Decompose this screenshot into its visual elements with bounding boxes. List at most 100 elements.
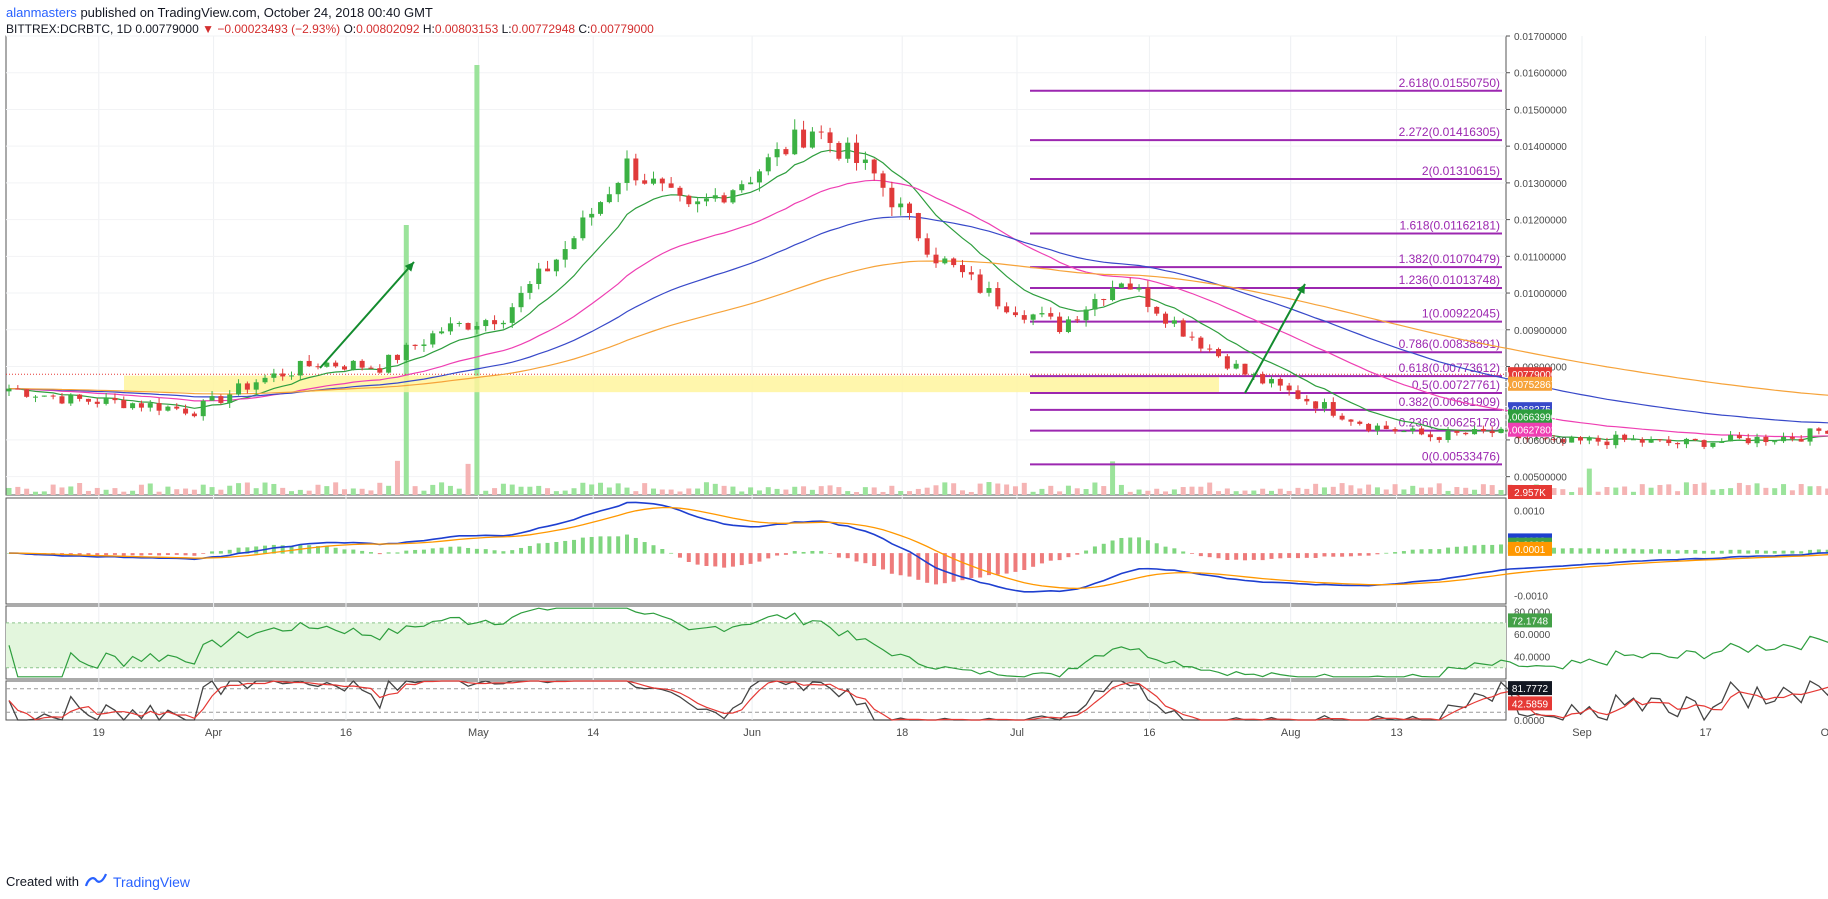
macd-histogram-bar: [1234, 553, 1239, 560]
candle-down: [1207, 348, 1213, 350]
macd-histogram-bar: [828, 553, 833, 554]
volume-bar: [553, 491, 559, 495]
volume-bar: [386, 485, 392, 495]
macd-histogram-bar: [1348, 553, 1353, 557]
candle-down: [1180, 320, 1186, 337]
volume-bar: [1366, 484, 1372, 495]
candle-up: [1030, 314, 1036, 320]
volume-bar: [183, 488, 189, 495]
candle-down: [85, 398, 91, 402]
macd-histogram-bar: [1357, 553, 1362, 556]
volume-bar: [898, 491, 904, 495]
volume-bar: [756, 490, 762, 495]
candle-up: [695, 201, 701, 205]
volume-bar: [1383, 489, 1389, 495]
x-tick-label: Jul: [1010, 727, 1024, 739]
macd-histogram-bar: [677, 553, 682, 558]
candle-up: [1710, 442, 1716, 447]
macd-histogram-bar: [1719, 550, 1724, 554]
fib-level-label: 0.786(0.00838891): [1399, 337, 1500, 351]
candle-down: [818, 131, 824, 133]
volume-bar: [236, 483, 242, 495]
candle-down: [880, 173, 886, 188]
macd-histogram-bar: [466, 547, 471, 554]
macd-histogram-bar: [1013, 553, 1018, 572]
candle-up: [509, 307, 515, 323]
volume-bar: [1242, 490, 1248, 495]
volume-bar: [571, 488, 577, 495]
price-tag: 0.00779000: [1504, 370, 1557, 381]
candle-down: [15, 388, 21, 390]
candle-down: [1012, 312, 1018, 316]
macd-histogram-bar: [121, 553, 126, 556]
candle-up: [130, 403, 136, 409]
candle-down: [1675, 443, 1681, 445]
volume-bar: [862, 487, 868, 495]
volume-bar: [85, 490, 91, 495]
volume-bar: [1639, 484, 1645, 495]
volume-bar: [24, 488, 30, 495]
macd-histogram-bar: [1128, 537, 1133, 554]
candle-down: [1074, 319, 1080, 321]
trend-arrow: [1244, 283, 1306, 394]
volume-bar: [68, 486, 74, 495]
candle-up: [624, 158, 630, 183]
macd-histogram-bar: [1251, 553, 1256, 560]
y-tick-label: 0.01700000: [1514, 32, 1567, 43]
x-tick-label: Apr: [205, 727, 222, 739]
stoch-y-tick-label: 0.0000: [1514, 716, 1545, 727]
macd-histogram-bar: [686, 553, 691, 562]
volume-bar: [624, 487, 630, 495]
macd-histogram-bar: [907, 553, 912, 577]
macd-histogram-bar: [819, 551, 824, 554]
price-tag: 0.00663990: [1504, 412, 1557, 423]
candle-down: [1595, 437, 1601, 442]
macd-histogram-bar: [1048, 553, 1053, 561]
candle-down: [465, 323, 471, 330]
macd-histogram-bar: [501, 551, 506, 554]
volume-bar: [712, 483, 718, 495]
macd-histogram-bar: [1419, 549, 1424, 554]
candle-down: [50, 395, 56, 397]
volume-bar: [854, 491, 860, 495]
candle-up: [1083, 309, 1089, 321]
volume-bar: [1701, 482, 1707, 495]
volume-bar: [703, 482, 709, 495]
macd-histogram-bar: [1304, 553, 1309, 558]
macd-histogram-bar: [1746, 550, 1751, 554]
candle-up: [1251, 374, 1257, 376]
candle-up: [227, 394, 233, 403]
volume-bar: [598, 482, 604, 495]
candle-up: [41, 395, 47, 397]
macd-histogram-bar: [1428, 549, 1433, 554]
candle-down: [156, 403, 162, 411]
macd-histogram-bar: [986, 553, 991, 576]
macd-histogram-bar: [201, 553, 206, 554]
candle-down: [1622, 434, 1628, 440]
volume-bar: [492, 488, 498, 495]
author-name[interactable]: alanmasters: [6, 5, 77, 20]
macd-histogram-bar: [421, 549, 426, 554]
volume-bar: [1277, 488, 1283, 495]
macd-histogram-bar: [1410, 549, 1415, 554]
candle-down: [1357, 421, 1363, 424]
stoch-tag: 81.7772: [1512, 684, 1549, 695]
open-value: 0.00802092: [356, 22, 420, 36]
volume-bar: [1295, 487, 1301, 495]
volume-bar: [589, 484, 595, 495]
y-tick-label: 0.00600000: [1514, 436, 1567, 447]
volume-bar: [1392, 484, 1398, 495]
tradingview-brand[interactable]: TradingView: [112, 873, 191, 890]
volume-bar: [1330, 486, 1336, 495]
macd-histogram-bar: [1790, 550, 1795, 554]
candle-down: [333, 362, 339, 367]
tradingview-logo-icon: [84, 873, 107, 890]
candle-up: [739, 184, 745, 191]
volume-bar: [907, 491, 913, 495]
candle-up: [421, 344, 427, 346]
macd-histogram-bar: [695, 553, 700, 565]
macd-histogram-bar: [448, 546, 453, 554]
candle-up: [1728, 435, 1734, 442]
candle-down: [1798, 438, 1804, 442]
